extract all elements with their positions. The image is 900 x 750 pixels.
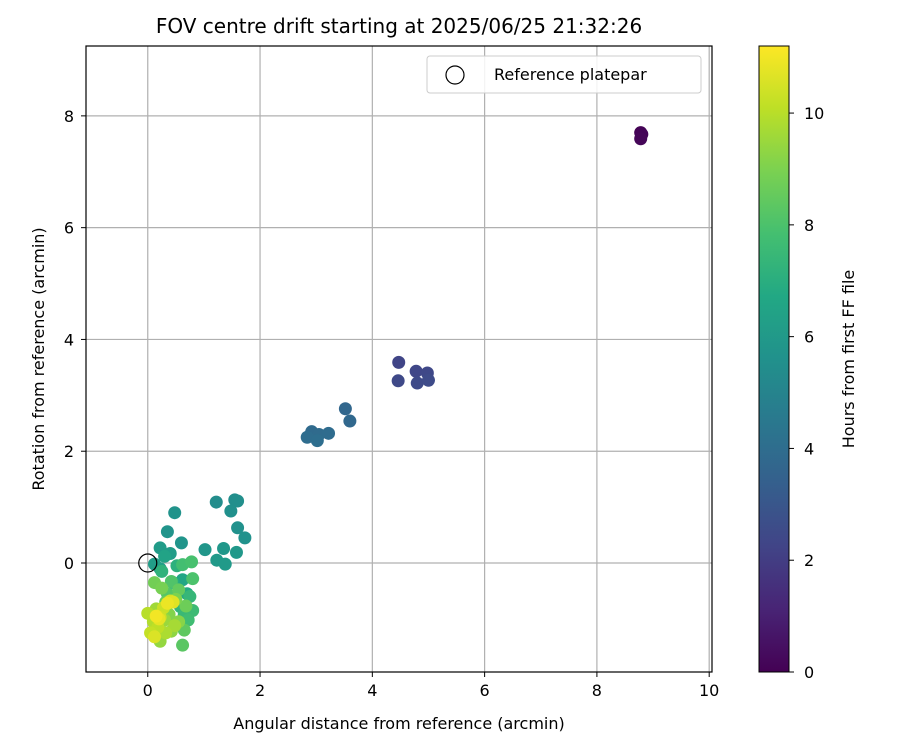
legend-entry-reference-platepar: Reference platepar <box>494 65 647 84</box>
data-point <box>149 609 163 623</box>
data-point <box>179 599 193 613</box>
x-tick-label: 10 <box>699 681 719 700</box>
data-point <box>338 402 352 416</box>
data-point <box>343 414 357 428</box>
y-axis-ticks: 0 2 4 6 8 <box>64 107 86 573</box>
y-tick-label: 2 <box>64 442 74 461</box>
colorbar-tick-label: 8 <box>804 216 814 235</box>
scatter-points <box>141 126 649 652</box>
data-point <box>164 574 178 588</box>
data-point <box>155 564 169 578</box>
data-point <box>410 376 424 390</box>
y-tick-label: 6 <box>64 219 74 238</box>
data-point <box>634 132 648 146</box>
data-point <box>310 434 324 448</box>
data-point <box>224 504 238 518</box>
colorbar-tick-label: 0 <box>804 663 814 682</box>
data-point <box>160 525 174 539</box>
x-tick-label: 4 <box>367 681 377 700</box>
data-point <box>147 630 161 644</box>
data-point <box>409 364 423 378</box>
colorbar: 0 2 4 6 8 10 Hours from first FF file <box>758 45 858 682</box>
chart-title: FOV centre drift starting at 2025/06/25 … <box>156 14 642 38</box>
data-point <box>391 374 405 388</box>
data-point <box>238 531 252 545</box>
data-point <box>322 426 336 440</box>
data-point <box>176 638 190 652</box>
reference-platepar-marker <box>138 553 158 573</box>
data-point <box>160 596 174 610</box>
data-point <box>174 536 188 550</box>
legend-box <box>426 55 702 94</box>
legend: Reference platepar <box>426 55 702 94</box>
y-tick-label: 0 <box>64 554 74 573</box>
colorbar-tick-label: 2 <box>804 551 814 570</box>
y-axis-label: Rotation from reference (arcmin) <box>29 227 48 490</box>
data-point <box>155 581 169 595</box>
colorbar-gradient <box>758 45 790 673</box>
x-tick-label: 6 <box>480 681 490 700</box>
colorbar-label: Hours from first FF file <box>839 270 858 449</box>
data-point <box>209 495 223 509</box>
data-point <box>168 619 182 633</box>
x-axis-ticks: 0 2 4 6 8 10 <box>143 672 719 700</box>
y-tick-label: 4 <box>64 330 74 349</box>
x-tick-label: 0 <box>143 681 153 700</box>
x-tick-label: 8 <box>592 681 602 700</box>
colorbar-tick-label: 4 <box>804 439 814 458</box>
data-point <box>229 545 243 559</box>
x-tick-label: 2 <box>255 681 265 700</box>
data-point <box>217 541 231 555</box>
data-point <box>158 549 172 563</box>
data-point <box>185 555 199 569</box>
data-point <box>231 521 245 535</box>
data-point <box>392 355 406 369</box>
x-axis-label: Angular distance from reference (arcmin) <box>233 714 564 733</box>
data-point <box>300 430 314 444</box>
data-point <box>186 572 200 586</box>
colorbar-tick-label: 6 <box>804 328 814 347</box>
data-point <box>231 494 245 508</box>
reference-marker-group <box>138 553 158 573</box>
colorbar-ticks: 0 2 4 6 8 10 <box>789 104 824 682</box>
colorbar-tick-label: 10 <box>804 104 824 123</box>
data-point <box>421 373 435 387</box>
plot-frame <box>85 45 713 673</box>
legend-reference-marker-icon <box>445 65 465 85</box>
data-point <box>198 543 212 557</box>
data-point <box>218 557 232 571</box>
data-point <box>168 506 182 520</box>
y-tick-label: 8 <box>64 107 74 126</box>
